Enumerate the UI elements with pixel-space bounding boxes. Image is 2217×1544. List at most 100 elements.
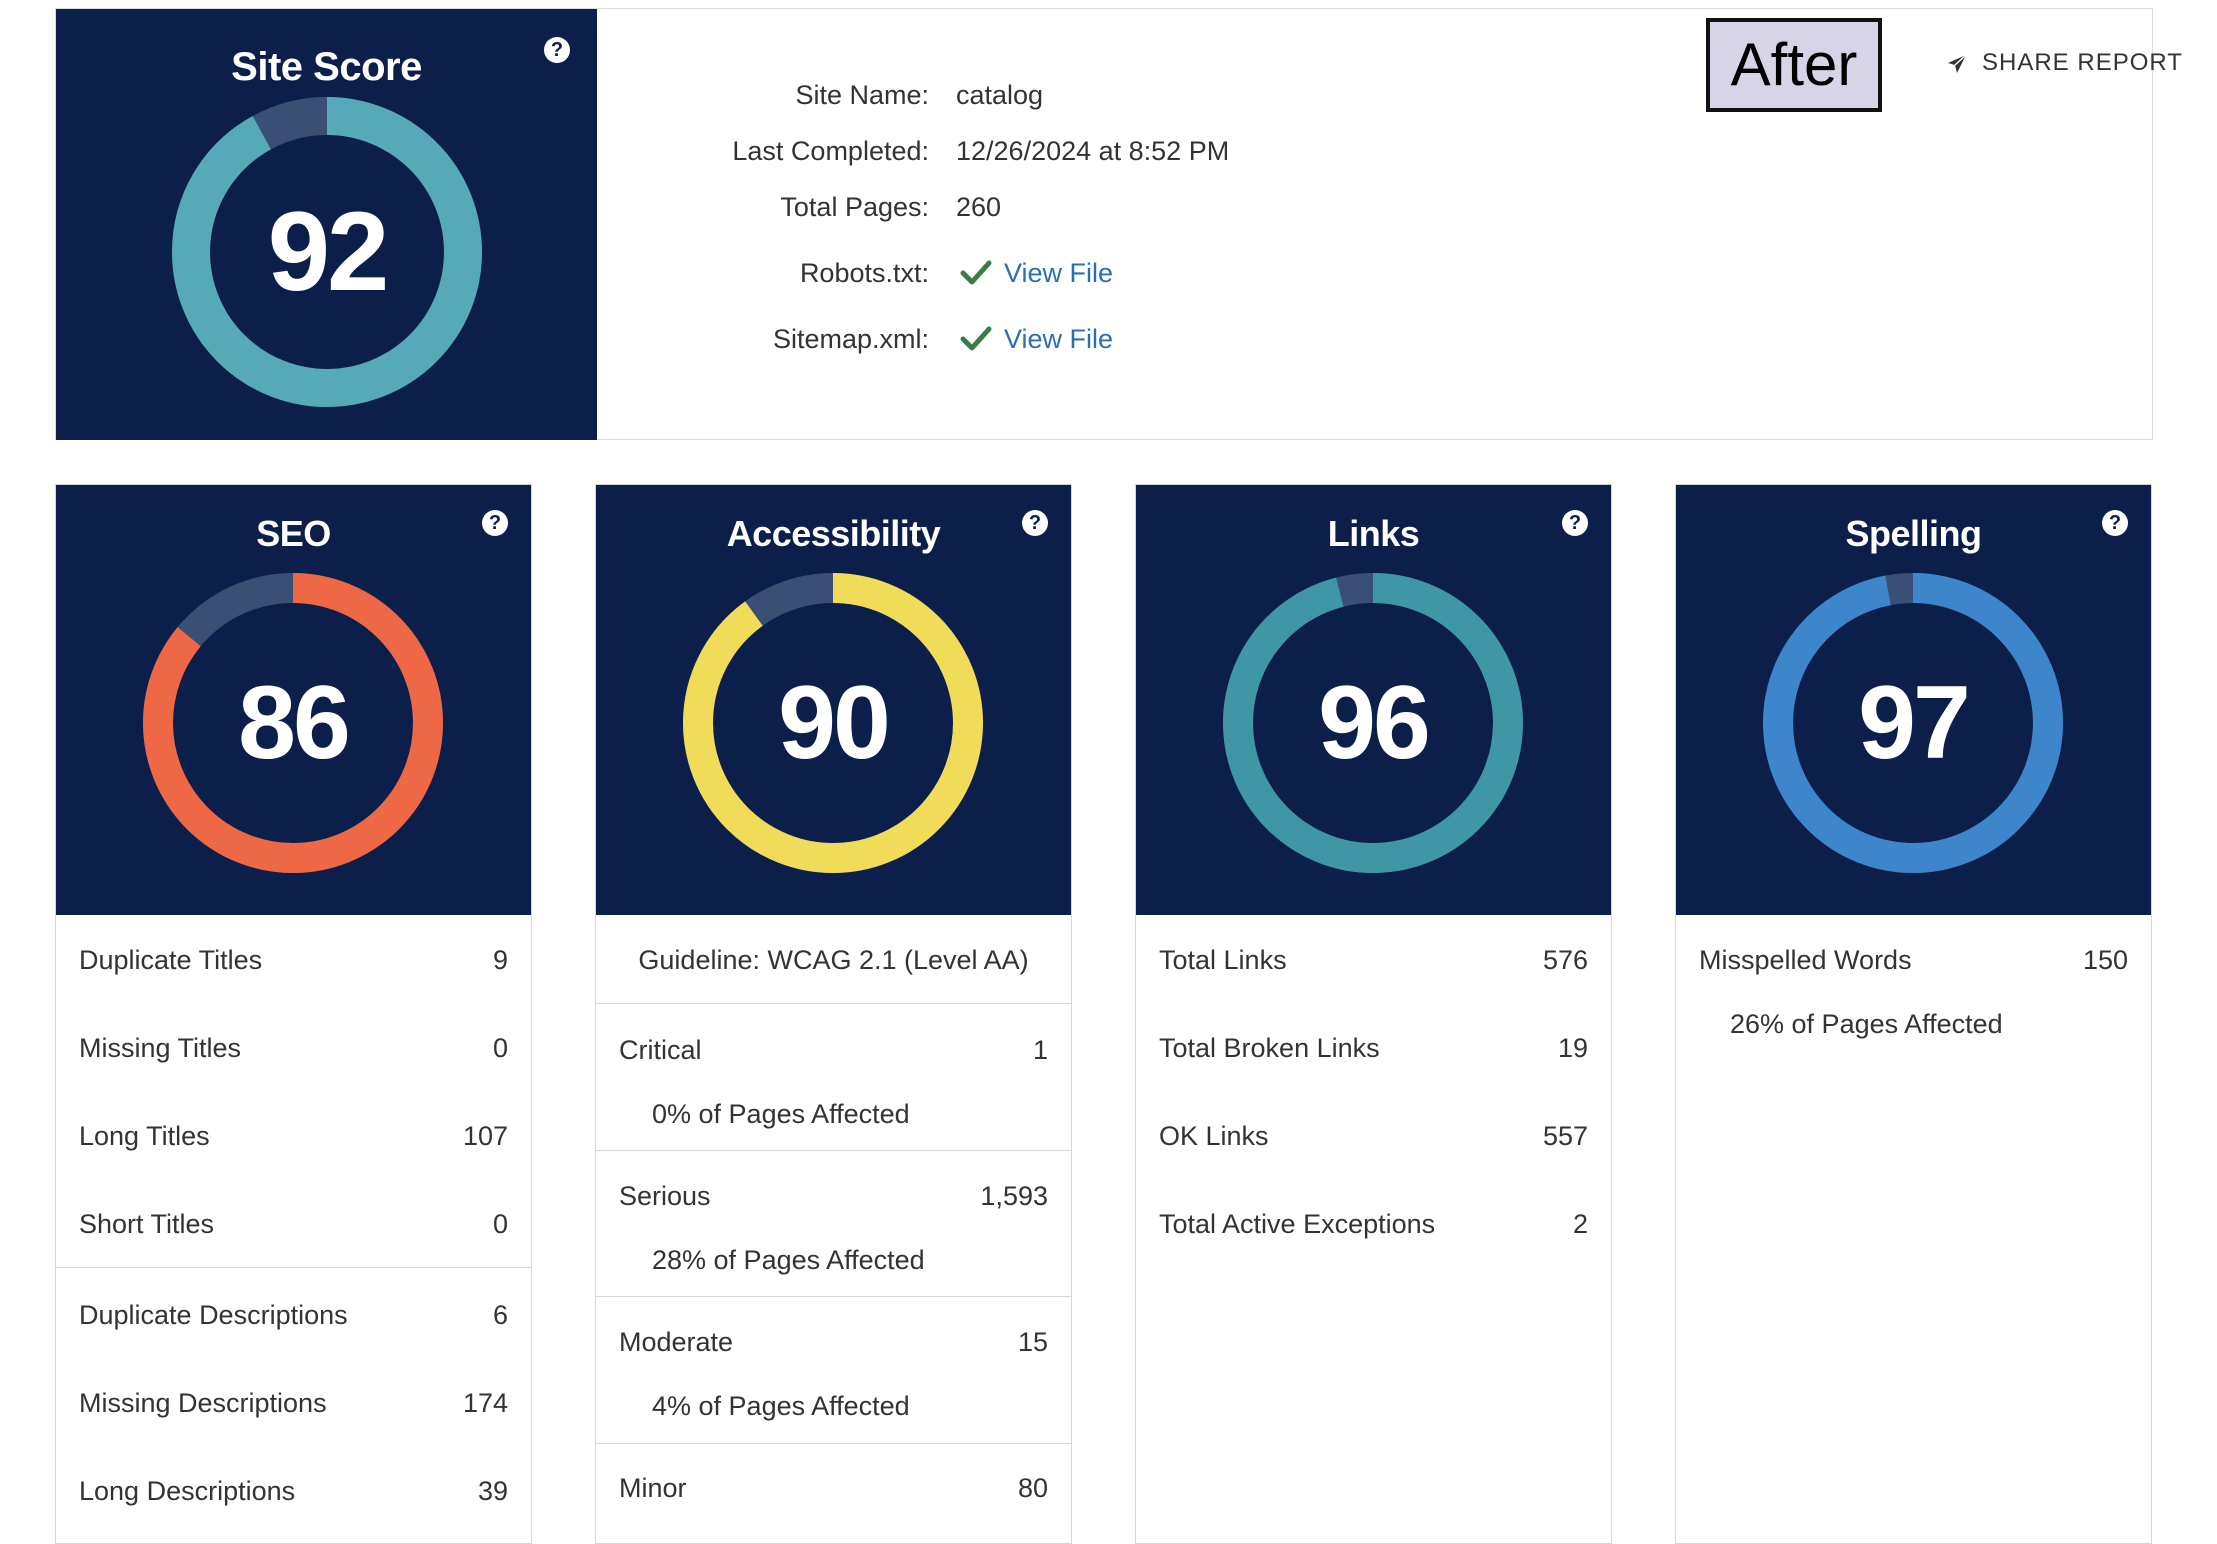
spelling-card: Spelling ? 97 Misspelled Words 150 26% o… bbox=[1675, 484, 2152, 1544]
stat-label: Missing Descriptions bbox=[79, 1388, 327, 1418]
accessibility-row-minor: Minor 80 bbox=[596, 1468, 1071, 1508]
stat-label: Short Titles bbox=[79, 1209, 215, 1239]
stat-value: 107 bbox=[462, 1121, 508, 1151]
links-row-total-links: Total Links 576 bbox=[1136, 940, 1611, 980]
stat-value: 557 bbox=[1542, 1121, 1588, 1151]
links-gauge: 96 bbox=[1223, 573, 1523, 873]
site-name-label: Site Name: bbox=[795, 80, 929, 110]
check-icon bbox=[960, 326, 992, 351]
last-completed-label: Last Completed: bbox=[732, 136, 929, 166]
stat-value: 150 bbox=[2082, 945, 2128, 975]
spelling-affected: 26% of Pages Affected bbox=[1730, 1009, 2003, 1039]
links-gauge-arc bbox=[1223, 573, 1523, 873]
links-row-total-active-exceptions: Total Active Exceptions 2 bbox=[1136, 1204, 1611, 1244]
question-circle-icon[interactable]: ? bbox=[544, 37, 570, 63]
links-header: Links ? 96 bbox=[1136, 485, 1611, 915]
stat-value: 0 bbox=[492, 1033, 508, 1063]
divider bbox=[596, 1296, 1071, 1297]
question-circle-icon[interactable]: ? bbox=[482, 510, 508, 536]
seo-gauge-svg bbox=[143, 573, 443, 873]
spelling-gauge-svg bbox=[1763, 573, 2063, 873]
stat-value: 9 bbox=[492, 945, 508, 975]
site-score-panel: Site Score ? 92 bbox=[56, 9, 597, 440]
share-report-label: SHARE REPORT bbox=[1982, 49, 2183, 76]
accessibility-score-value: 90 bbox=[778, 665, 891, 781]
site-score-title: Site Score bbox=[231, 45, 422, 89]
stat-value: 19 bbox=[1557, 1033, 1588, 1063]
seo-score-value: 86 bbox=[238, 665, 351, 781]
stat-label: Duplicate Descriptions bbox=[79, 1300, 348, 1330]
spelling-gauge-arc bbox=[1763, 573, 2063, 873]
site_score-gauge-arc bbox=[172, 97, 482, 407]
share-report-button[interactable]: SHARE REPORT bbox=[1946, 45, 2186, 81]
site-score-value: 92 bbox=[267, 189, 390, 314]
stat-value: 576 bbox=[1542, 945, 1588, 975]
accessibility-row-moderate: Moderate 15 bbox=[596, 1322, 1071, 1362]
stat-label: Critical bbox=[619, 1035, 702, 1065]
stat-label: Long Titles bbox=[79, 1121, 210, 1151]
site-name-row: Site Name: catalog bbox=[645, 75, 1295, 115]
accessibility-critical-affected: 0% of Pages Affected bbox=[652, 1099, 910, 1129]
sitemap-label: Sitemap.xml: bbox=[772, 324, 929, 354]
seo-card: SEO ? 86 Duplicate Titles 9 Missing Titl… bbox=[55, 484, 532, 1544]
stat-value: 1 bbox=[1032, 1035, 1048, 1065]
stat-label: Total Active Exceptions bbox=[1159, 1209, 1436, 1239]
stat-label: Long Descriptions bbox=[79, 1476, 296, 1506]
seo-title: SEO bbox=[256, 513, 331, 554]
links-title: Links bbox=[1327, 513, 1420, 554]
total-pages-label: Total Pages: bbox=[780, 192, 929, 222]
paper-plane-icon bbox=[1948, 54, 1967, 73]
links-gauge-svg bbox=[1223, 573, 1523, 873]
stat-label: Missing Titles bbox=[79, 1033, 242, 1063]
links-score-value: 96 bbox=[1318, 665, 1431, 781]
stat-label: Minor bbox=[619, 1473, 687, 1503]
seo-row-long-titles: Long Titles 107 bbox=[56, 1116, 531, 1156]
divider bbox=[56, 1267, 531, 1268]
seo-row-missing-descriptions: Missing Descriptions 174 bbox=[56, 1383, 531, 1423]
robots-label: Robots.txt: bbox=[799, 258, 929, 288]
site_score-gauge-svg bbox=[172, 97, 482, 407]
site-name-value: catalog bbox=[956, 80, 1044, 110]
accessibility-guideline: Guideline: WCAG 2.1 (Level AA) bbox=[638, 945, 1029, 975]
spelling-score-value: 97 bbox=[1858, 665, 1971, 781]
stat-label: Total Broken Links bbox=[1159, 1033, 1380, 1063]
stat-label: Misspelled Words bbox=[1699, 945, 1912, 975]
sitemap-view-file-link[interactable]: View File bbox=[1004, 324, 1114, 354]
stat-value: 80 bbox=[1017, 1473, 1048, 1503]
seo-header: SEO ? 86 bbox=[56, 485, 531, 915]
accessibility-row-critical: Critical 1 bbox=[596, 1030, 1071, 1070]
question-circle-icon[interactable]: ? bbox=[1562, 510, 1588, 536]
seo-row-long-descriptions: Long Descriptions 39 bbox=[56, 1471, 531, 1511]
links-row-total-broken-links: Total Broken Links 19 bbox=[1136, 1028, 1611, 1068]
divider bbox=[596, 1003, 1071, 1004]
seo-row-duplicate-descriptions: Duplicate Descriptions 6 bbox=[56, 1295, 531, 1335]
spelling-gauge: 97 bbox=[1763, 573, 2063, 873]
links-row-ok-links: OK Links 557 bbox=[1136, 1116, 1611, 1156]
stat-value: 0 bbox=[492, 1209, 508, 1239]
accessibility-row-serious: Serious 1,593 bbox=[596, 1176, 1071, 1216]
divider bbox=[596, 1150, 1071, 1151]
accessibility-gauge-svg bbox=[683, 573, 983, 873]
seo-gauge-arc bbox=[143, 573, 443, 873]
stat-value: 15 bbox=[1017, 1327, 1048, 1357]
last-completed-value: 12/26/2024 at 8:52 PM bbox=[956, 136, 1230, 166]
accessibility-gauge: 90 bbox=[683, 573, 983, 873]
question-circle-icon[interactable]: ? bbox=[1022, 510, 1048, 536]
accessibility-serious-affected: 28% of Pages Affected bbox=[652, 1245, 925, 1275]
divider bbox=[596, 1443, 1071, 1444]
site-score-gauge: 92 bbox=[172, 97, 482, 407]
stat-label: Moderate bbox=[619, 1327, 734, 1357]
stat-value: 6 bbox=[492, 1300, 508, 1330]
stat-value: 39 bbox=[477, 1476, 508, 1506]
site-overview-card: Site Score ? 92 Site Name: catalog Last … bbox=[55, 8, 2182, 440]
robots-view-file-link[interactable]: View File bbox=[1004, 258, 1114, 288]
check-icon bbox=[960, 260, 992, 285]
seo-row-missing-titles: Missing Titles 0 bbox=[56, 1028, 531, 1068]
links-card: Links ? 96 Total Links 576 Total Broken … bbox=[1135, 484, 1612, 1544]
spelling-row-misspelled-words: Misspelled Words 150 bbox=[1676, 940, 2151, 980]
accessibility-moderate-affected: 4% of Pages Affected bbox=[652, 1391, 910, 1421]
robots-row: Robots.txt: View File bbox=[645, 253, 1295, 293]
question-circle-icon[interactable]: ? bbox=[2102, 510, 2128, 536]
accessibility-title: Accessibility bbox=[726, 513, 941, 554]
last-completed-row: Last Completed: 12/26/2024 at 8:52 PM bbox=[645, 131, 1295, 171]
